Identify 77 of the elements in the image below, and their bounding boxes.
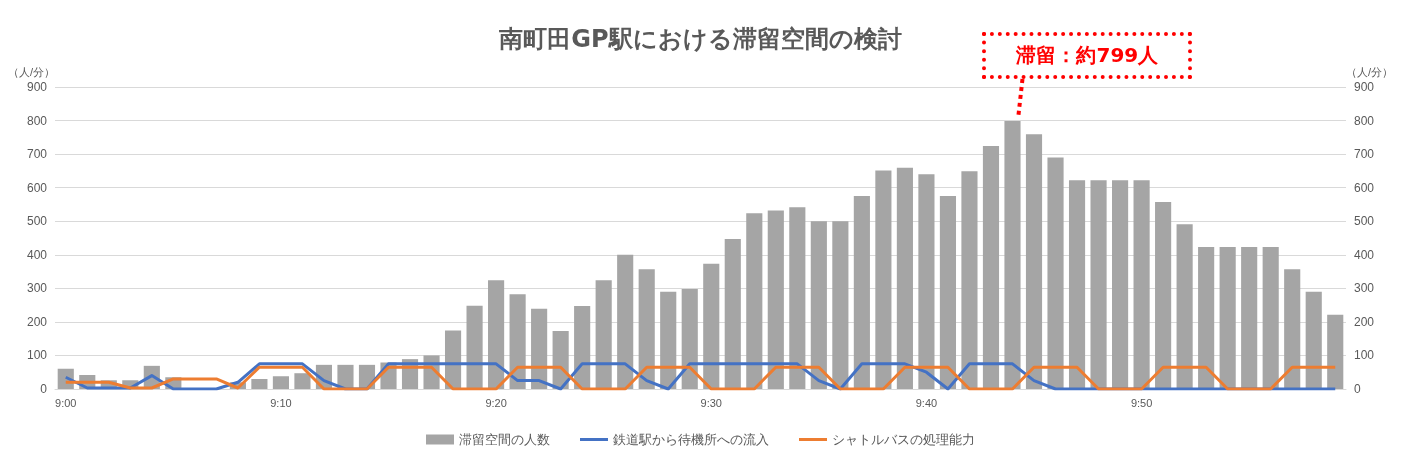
bar	[961, 171, 978, 389]
y-tick-label: 300	[26, 281, 48, 296]
bar	[595, 280, 612, 389]
bar	[1112, 180, 1129, 389]
bar	[832, 221, 849, 389]
y-tick-label: 100	[26, 348, 48, 363]
bar	[1133, 180, 1150, 389]
x-tick-label: 9:00	[55, 396, 77, 409]
bar	[1327, 314, 1344, 389]
chart-title: 南町田GP駅における滞留空間の検討	[498, 25, 902, 53]
bar	[1305, 291, 1322, 389]
bar	[703, 263, 720, 389]
y-tick-label: 700	[26, 147, 48, 162]
bar	[875, 170, 892, 389]
bar	[724, 239, 741, 389]
y2-tick-label: 900	[1354, 80, 1375, 94]
bar	[1090, 180, 1107, 389]
y-axis-title: （人/分）	[7, 65, 55, 78]
y-tick-label: 900	[26, 80, 48, 94]
y2-tick-label: 300	[1354, 281, 1375, 296]
bar	[939, 196, 957, 389]
bar	[1004, 120, 1021, 389]
bar	[488, 280, 505, 389]
y-tick-label: 600	[26, 180, 48, 195]
bar	[681, 289, 698, 389]
bar	[1241, 247, 1258, 389]
y2-tick-label: 800	[1354, 113, 1375, 128]
bar	[1262, 247, 1279, 389]
y-tick-label: 0	[40, 382, 48, 396]
bar	[1176, 224, 1193, 389]
bar	[1068, 180, 1086, 389]
x-tick-label: 9:20	[485, 396, 507, 409]
y-tick-label: 400	[26, 247, 48, 262]
bar	[789, 207, 806, 389]
bar	[918, 174, 935, 389]
bar	[853, 196, 870, 389]
bar	[638, 269, 655, 389]
y2-tick-label: 100	[1354, 348, 1375, 363]
x-tick-label: 9:40	[915, 396, 938, 409]
y2-tick-label: 700	[1354, 147, 1375, 162]
y2-tick-label: 500	[1354, 214, 1375, 229]
y-tick-label: 800	[26, 113, 48, 128]
y2-tick-label: 400	[1354, 247, 1375, 262]
bar	[982, 146, 1000, 389]
bar	[767, 210, 784, 389]
bar	[1025, 134, 1043, 389]
y2-tick-label: 0	[1354, 382, 1361, 396]
bar	[1284, 269, 1301, 389]
x-tick-label: 9:10	[270, 396, 292, 409]
bar	[337, 364, 354, 389]
bar	[466, 305, 483, 389]
y2-tick-label: 200	[1354, 314, 1375, 329]
bar	[810, 221, 827, 389]
bar	[251, 378, 268, 389]
bar	[1198, 247, 1215, 389]
bar	[746, 213, 763, 389]
bar	[1155, 202, 1172, 389]
y2-tick-label: 600	[1354, 180, 1375, 195]
x-tick-label: 9:50	[1130, 396, 1153, 409]
legend-label: シャトルバスの処理能力	[832, 432, 975, 447]
bar	[617, 254, 634, 389]
bar	[531, 308, 548, 389]
bar	[1219, 247, 1236, 389]
legend-label: 滞留空間の人数	[459, 432, 550, 447]
bar	[272, 376, 289, 389]
legend-label: 鉄道駅から待機所への流入	[613, 432, 769, 447]
bar	[294, 373, 311, 389]
bar	[574, 306, 591, 389]
x-tick-label: 9:30	[700, 396, 722, 409]
text: 滞留：約799人	[982, 32, 1193, 79]
y-tick-label: 200	[26, 314, 48, 329]
bar	[660, 291, 677, 389]
y2-axis-title: （人/分）	[1346, 65, 1394, 78]
bar	[509, 294, 526, 389]
y-tick-label: 500	[26, 214, 48, 229]
bar	[896, 167, 913, 389]
bar	[1047, 157, 1064, 389]
